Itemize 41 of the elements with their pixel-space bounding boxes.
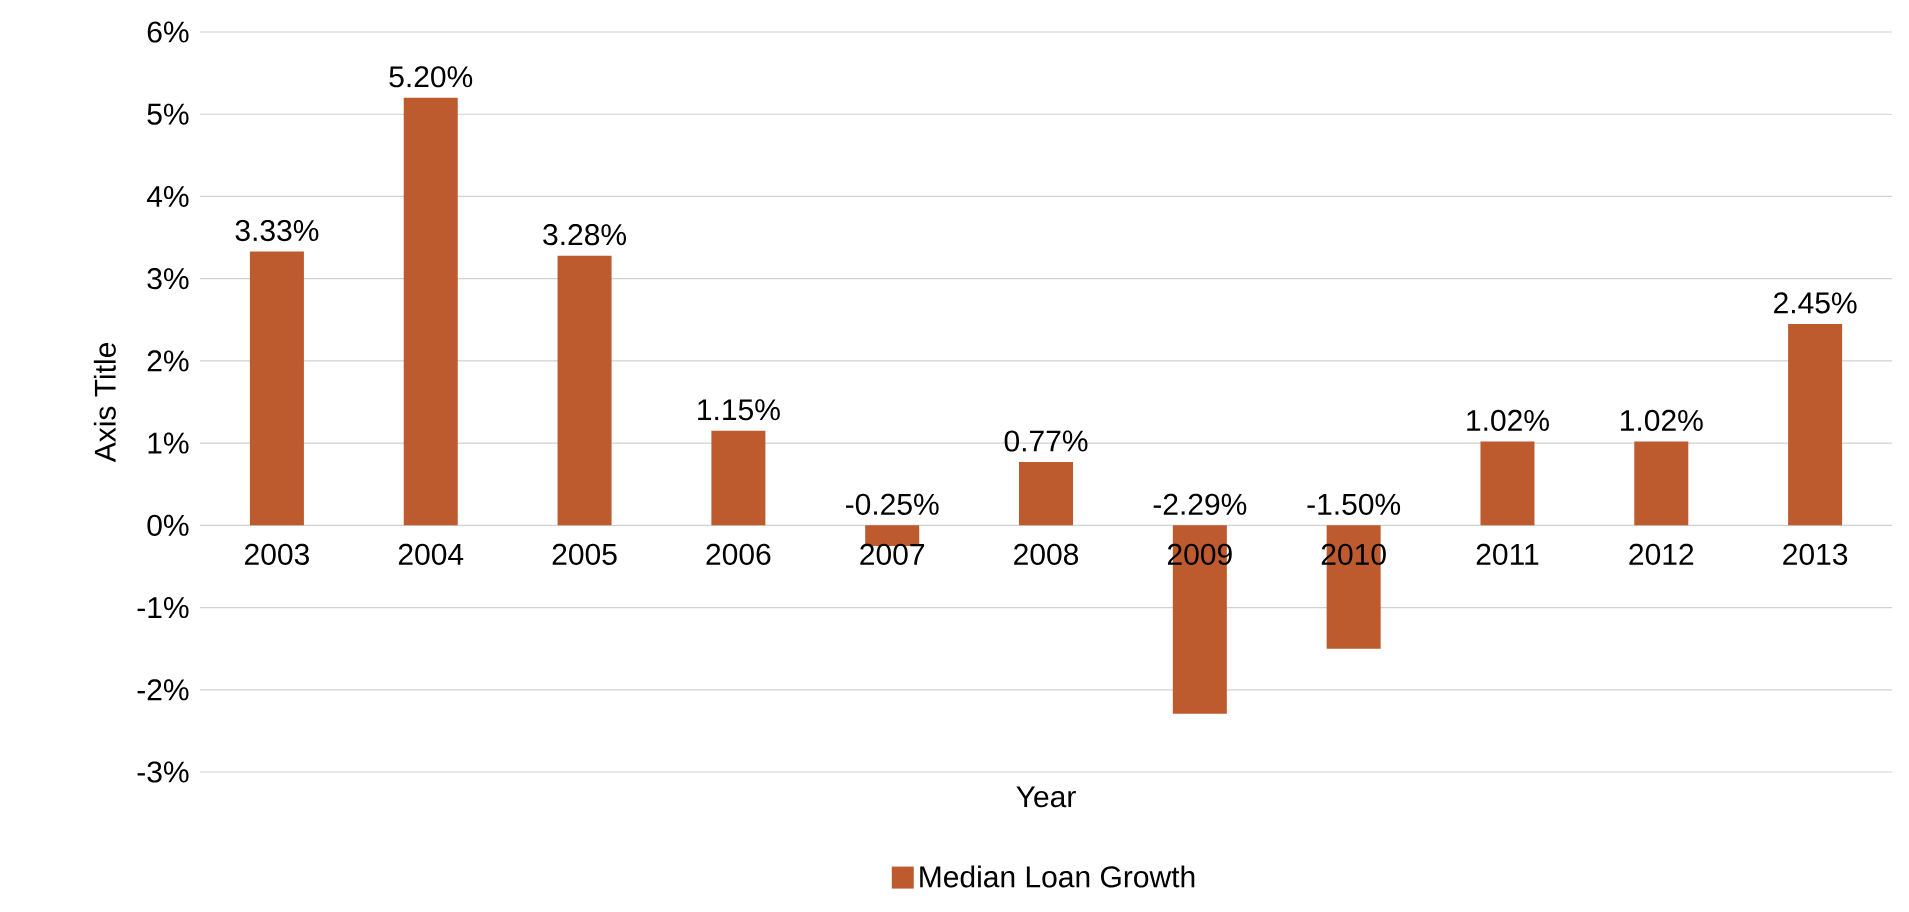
y-axis-title: Axis Title (93, 343, 116, 463)
bar (1019, 462, 1074, 526)
data-label: 1.02% (1621, 409, 1703, 432)
data-label: 1.15% (698, 399, 780, 421)
y-tick-label: -1% (137, 597, 189, 619)
data-label: 1.02% (1467, 409, 1549, 432)
x-axis-title: Year (1016, 786, 1076, 808)
y-tick-label: -3% (137, 761, 189, 783)
data-label: 3.28% (543, 224, 626, 246)
bar (1634, 441, 1689, 526)
y-tick-label: 2% (147, 350, 189, 372)
x-tick-label: 2005 (552, 543, 617, 565)
data-label: 0.77% (1004, 430, 1088, 452)
data-label: 2.45% (1774, 292, 1857, 314)
bar (557, 255, 612, 526)
x-tick-label: 2013 (1783, 543, 1848, 565)
bar (1788, 323, 1843, 526)
bar (249, 251, 304, 526)
y-tick-label: 6% (147, 21, 189, 43)
bar (711, 430, 766, 526)
data-label: -1.50% (1307, 493, 1401, 515)
data-label: -2.29% (1153, 493, 1247, 515)
x-tick-label: 2011 (1476, 543, 1539, 565)
y-tick-label: 1% (148, 432, 189, 454)
bar (1480, 441, 1535, 526)
y-tick-label: 0% (147, 514, 189, 536)
x-tick-label: 2006 (706, 543, 771, 565)
bar (403, 97, 458, 526)
y-tick-label: -2% (137, 679, 189, 701)
y-tick-label: 3% (147, 268, 189, 290)
x-tick-label: 2004 (398, 543, 464, 565)
x-tick-label: 2008 (1014, 543, 1079, 565)
x-tick-label: 2003 (245, 543, 309, 565)
data-label: 3.33% (235, 219, 319, 242)
x-tick-label: 2012 (1629, 543, 1694, 565)
data-label: -0.25% (846, 493, 939, 515)
data-label: 5.20% (389, 66, 473, 88)
y-tick-label: 4% (146, 185, 189, 207)
x-tick-label: 2007 (860, 543, 925, 565)
y-tick-label: 5% (147, 103, 189, 125)
legend-label: Median Loan Growth (920, 865, 1195, 888)
